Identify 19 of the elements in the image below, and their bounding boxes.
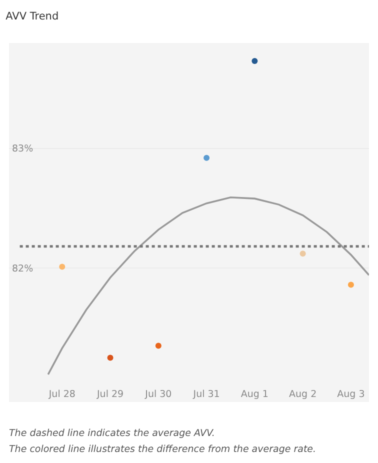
y-tick-label: 82% (12, 263, 34, 274)
y-tick-label: 83% (12, 144, 34, 155)
point (348, 282, 354, 288)
point (155, 342, 162, 349)
x-tick-label: Jul 28 (48, 389, 76, 400)
x-tick-label: Jul 29 (96, 389, 124, 400)
text: The dashed line indicates the average AVV. (9, 428, 215, 439)
point (59, 264, 66, 270)
point (204, 154, 210, 161)
point (300, 250, 306, 257)
chart-title: AVV Trend (6, 10, 59, 23)
x-tick-label: Jul 31 (192, 389, 220, 400)
point (252, 58, 258, 64)
x-tick-label: Jul 30 (144, 389, 172, 400)
x-tick-label: Aug 3 (337, 389, 365, 400)
x-tick-label: Aug 2 (289, 389, 317, 400)
text: The colored line illustrates the difference from the average rate. (9, 444, 316, 455)
point (107, 354, 114, 361)
x-tick-label: Aug 1 (240, 389, 268, 400)
